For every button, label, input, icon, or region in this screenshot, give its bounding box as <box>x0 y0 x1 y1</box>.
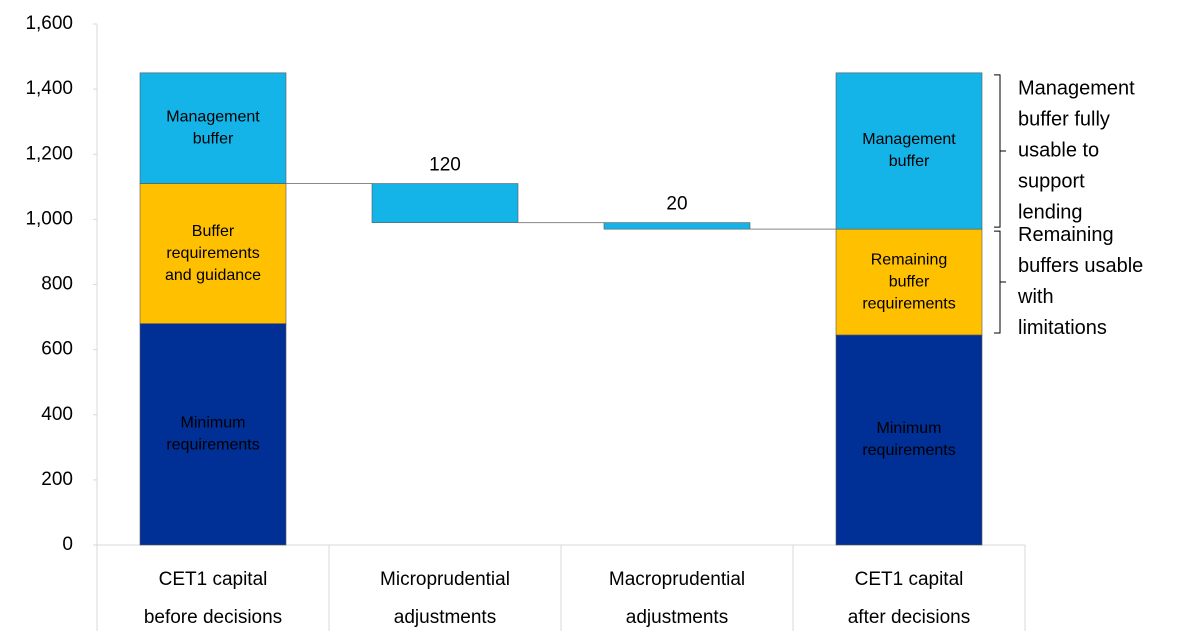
label: Minimum <box>877 420 942 437</box>
y-tick-label: 800 <box>41 274 73 295</box>
x-tick-label: Macroprudential <box>609 569 745 590</box>
x-tick-label: CET1 capital <box>855 569 964 590</box>
label: Management <box>1018 77 1135 99</box>
label: with <box>1017 286 1054 308</box>
bar-segment <box>139 323 287 546</box>
y-tick-label: 1,400 <box>25 78 73 99</box>
label: limitations <box>1018 317 1107 339</box>
x-tick-label: Microprudential <box>380 569 510 590</box>
label: Remaining <box>871 251 947 268</box>
x-tick-label: adjustments <box>626 607 728 628</box>
bar-segment <box>835 334 983 546</box>
label: usable to <box>1018 139 1099 161</box>
label: requirements <box>166 437 259 454</box>
value-label: 20 <box>666 194 687 215</box>
x-tick-label: after decisions <box>848 607 971 628</box>
bar <box>603 222 751 230</box>
label: Management <box>862 131 956 148</box>
y-tick-label: 600 <box>41 339 73 360</box>
value-label: 120 <box>429 155 461 176</box>
label: lending <box>1018 201 1083 223</box>
y-tick-label: 0 <box>62 534 73 555</box>
y-tick-label: 1,200 <box>25 143 73 164</box>
bracket <box>994 74 1006 228</box>
label: Remaining <box>1018 224 1114 246</box>
bar-segment <box>139 183 287 324</box>
label: requirements <box>862 295 955 312</box>
x-tick-label: adjustments <box>394 607 496 628</box>
y-tick-label: 200 <box>41 469 73 490</box>
label: Management <box>166 108 260 125</box>
label: and guidance <box>165 267 261 284</box>
bracket <box>994 230 1006 334</box>
bar-segment <box>139 72 287 184</box>
label: requirements <box>862 442 955 459</box>
label: Buffer <box>192 223 235 240</box>
label: buffer fully <box>1018 108 1110 130</box>
label: Minimum <box>181 415 246 432</box>
label: buffer <box>889 273 930 290</box>
x-tick-label: CET1 capital <box>159 569 268 590</box>
label: support <box>1018 170 1085 192</box>
label: requirements <box>166 245 259 262</box>
x-tick-label: before decisions <box>144 607 282 628</box>
label: buffers usable <box>1018 255 1143 277</box>
y-tick-label: 1,000 <box>25 208 73 229</box>
label: buffer <box>889 153 930 170</box>
y-tick-label: 400 <box>41 404 73 425</box>
y-tick-label: 1,600 <box>25 13 73 34</box>
bar-segment <box>835 228 983 336</box>
bar-segment <box>835 72 983 230</box>
bar <box>371 183 519 223</box>
label: buffer <box>193 130 234 147</box>
